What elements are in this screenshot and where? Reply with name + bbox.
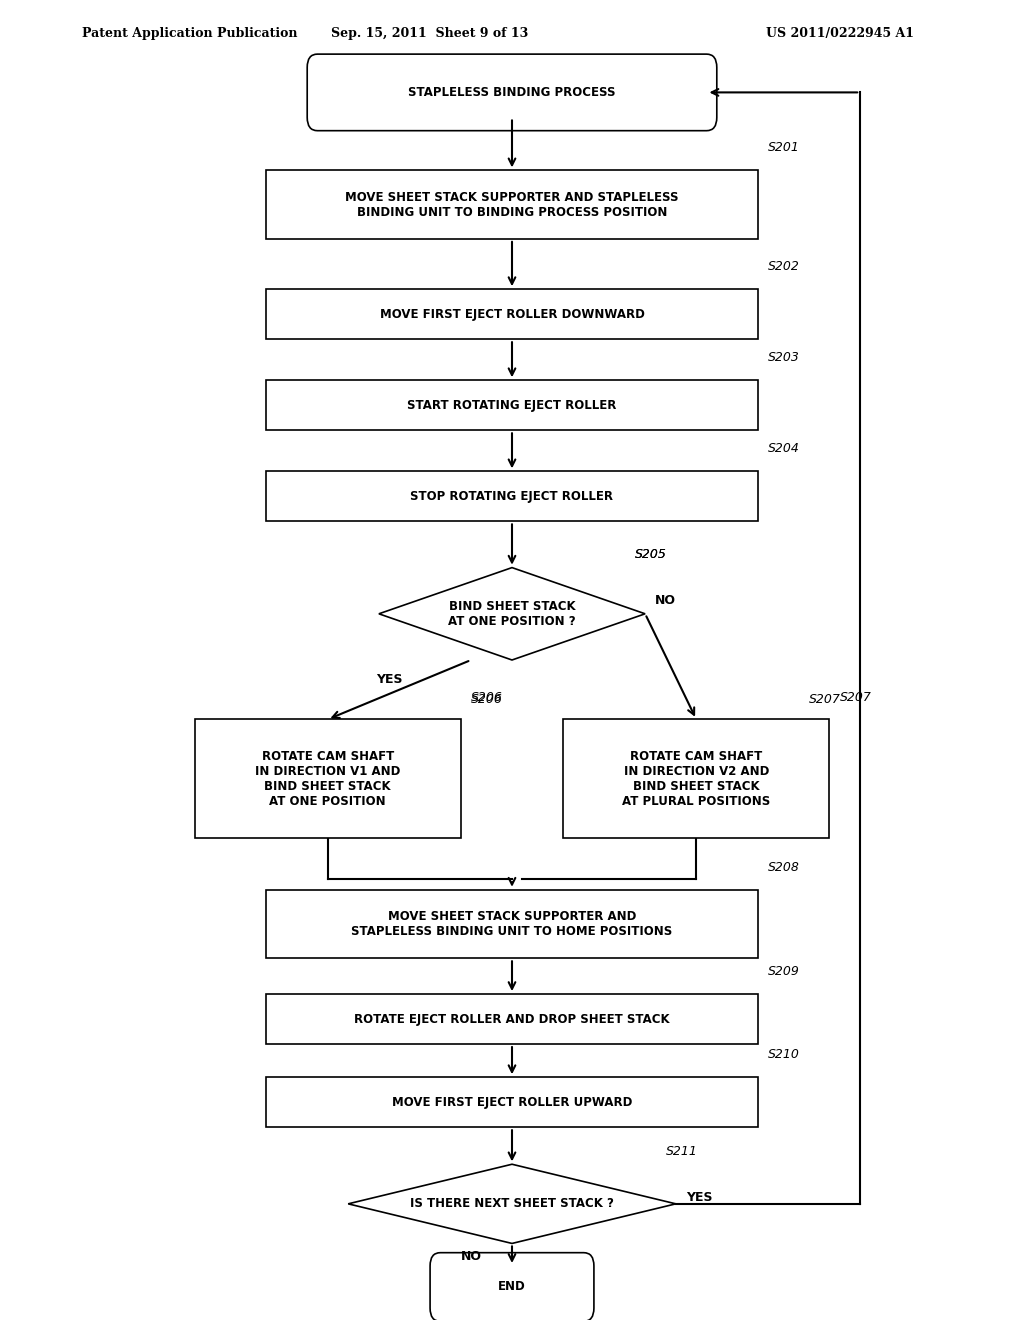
Text: S205: S205 — [635, 548, 667, 561]
Text: YES: YES — [686, 1191, 713, 1204]
Text: Sep. 15, 2011  Sheet 9 of 13: Sep. 15, 2011 Sheet 9 of 13 — [332, 26, 528, 40]
FancyBboxPatch shape — [266, 471, 758, 521]
Text: ROTATE CAM SHAFT
IN DIRECTION V1 AND
BIND SHEET STACK
AT ONE POSITION: ROTATE CAM SHAFT IN DIRECTION V1 AND BIN… — [255, 750, 400, 808]
FancyBboxPatch shape — [266, 890, 758, 958]
Text: S211: S211 — [666, 1144, 697, 1158]
Text: STOP ROTATING EJECT ROLLER: STOP ROTATING EJECT ROLLER — [411, 490, 613, 503]
Text: IS THERE NEXT SHEET STACK ?: IS THERE NEXT SHEET STACK ? — [410, 1197, 614, 1210]
FancyBboxPatch shape — [266, 380, 758, 430]
Text: START ROTATING EJECT ROLLER: START ROTATING EJECT ROLLER — [408, 399, 616, 412]
Text: S202: S202 — [768, 260, 800, 273]
Polygon shape — [348, 1164, 676, 1243]
FancyBboxPatch shape — [430, 1253, 594, 1320]
Polygon shape — [379, 568, 645, 660]
Text: S206: S206 — [471, 690, 503, 704]
Text: ROTATE CAM SHAFT
IN DIRECTION V2 AND
BIND SHEET STACK
AT PLURAL POSITIONS: ROTATE CAM SHAFT IN DIRECTION V2 AND BIN… — [623, 750, 770, 808]
Text: S205: S205 — [635, 548, 667, 561]
Text: S201: S201 — [768, 141, 800, 154]
Text: Patent Application Publication: Patent Application Publication — [82, 26, 297, 40]
Text: ROTATE EJECT ROLLER AND DROP SHEET STACK: ROTATE EJECT ROLLER AND DROP SHEET STACK — [354, 1012, 670, 1026]
Text: MOVE FIRST EJECT ROLLER UPWARD: MOVE FIRST EJECT ROLLER UPWARD — [392, 1096, 632, 1109]
Text: NO: NO — [461, 1250, 481, 1263]
Text: NO: NO — [655, 594, 677, 607]
Text: S209: S209 — [768, 965, 800, 978]
FancyBboxPatch shape — [266, 170, 758, 239]
Text: S210: S210 — [768, 1048, 800, 1061]
Text: YES: YES — [376, 673, 402, 686]
Text: S207: S207 — [809, 693, 841, 706]
Text: US 2011/0222945 A1: US 2011/0222945 A1 — [766, 26, 913, 40]
Text: S208: S208 — [768, 861, 800, 874]
Text: MOVE FIRST EJECT ROLLER DOWNWARD: MOVE FIRST EJECT ROLLER DOWNWARD — [380, 308, 644, 321]
Text: S206: S206 — [471, 693, 503, 706]
Text: S203: S203 — [768, 351, 800, 364]
Text: STAPLELESS BINDING PROCESS: STAPLELESS BINDING PROCESS — [409, 86, 615, 99]
Text: S207: S207 — [840, 690, 871, 704]
Text: BIND SHEET STACK
AT ONE POSITION ?: BIND SHEET STACK AT ONE POSITION ? — [449, 599, 575, 628]
Text: MOVE SHEET STACK SUPPORTER AND STAPLELESS
BINDING UNIT TO BINDING PROCESS POSITI: MOVE SHEET STACK SUPPORTER AND STAPLELES… — [345, 190, 679, 219]
FancyBboxPatch shape — [266, 1077, 758, 1127]
FancyBboxPatch shape — [307, 54, 717, 131]
FancyBboxPatch shape — [266, 994, 758, 1044]
FancyBboxPatch shape — [266, 289, 758, 339]
Text: S204: S204 — [768, 442, 800, 455]
Text: FIG. 9: FIG. 9 — [475, 58, 549, 79]
Text: END: END — [498, 1280, 526, 1294]
FancyBboxPatch shape — [195, 719, 461, 838]
FancyBboxPatch shape — [563, 719, 829, 838]
Text: MOVE SHEET STACK SUPPORTER AND
STAPLELESS BINDING UNIT TO HOME POSITIONS: MOVE SHEET STACK SUPPORTER AND STAPLELES… — [351, 909, 673, 939]
